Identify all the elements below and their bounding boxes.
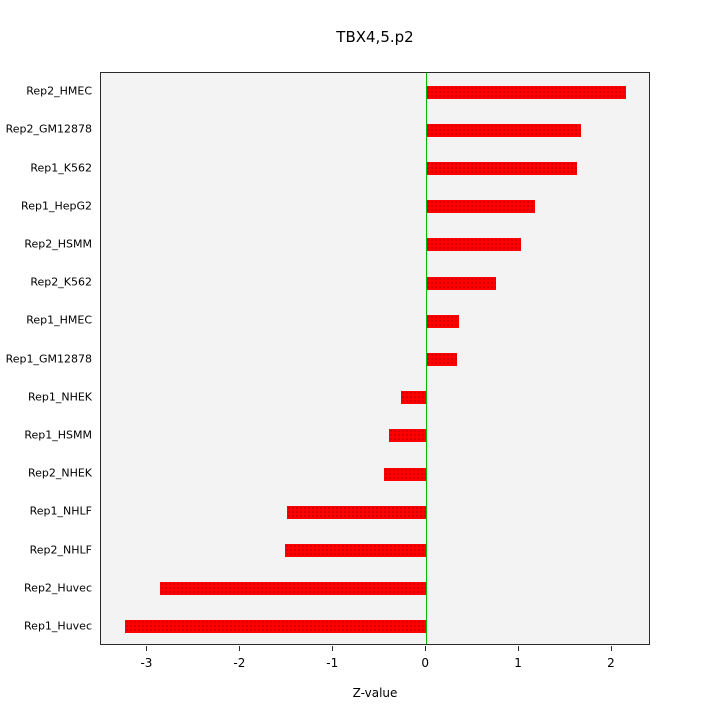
x-tick-mark [425,646,427,651]
x-tick-label: -3 [140,656,153,670]
x-tick-label: -1 [326,656,339,670]
category-label: Rep2_HSMM [24,237,92,251]
x-tick-mark [610,646,612,651]
bar [426,200,535,214]
category-label: Rep1_GM12878 [5,352,92,365]
x-tick-label: 0 [421,656,429,670]
category-label: Rep2_Huvec [24,581,92,595]
x-tick-mark [239,646,241,651]
x-tick-label: -2 [233,656,246,670]
x-axis-label: Z-value [352,686,398,700]
bar [426,314,459,328]
category-label: Rep1_K562 [30,161,92,174]
x-tick-label: 2 [607,656,615,670]
category-label: Rep1_HMEC [26,313,92,327]
x-tick-mark [146,646,148,651]
category-label: Rep1_HSMM [24,428,92,442]
chart-title: TBX4,5.p2 [336,28,414,46]
category-label: Rep2_NHEK [27,466,92,480]
plot-area [100,72,650,645]
bar [286,505,427,519]
bar [159,582,427,596]
x-tick-mark [332,646,334,651]
bar [426,123,582,137]
category-label: Rep2_NHLF [29,543,92,556]
bar [426,353,457,366]
bar [284,544,427,557]
bar [426,162,577,175]
category-label: Rep1_NHLF [29,504,92,518]
category-label: Rep2_HMEC [26,84,92,98]
bar [426,85,626,99]
category-label: Rep2_K562 [30,275,92,289]
category-label: Rep1_Huvec [24,619,92,633]
x-tick-mark [518,646,520,651]
bar [401,391,427,405]
zero-line [426,73,428,644]
bar [389,429,427,443]
category-label: Rep1_HepG2 [21,199,92,213]
bar [426,276,496,290]
bar [125,620,427,634]
category-label: Rep1_NHEK [27,390,92,404]
bar [426,238,521,252]
category-label: Rep2_GM12878 [5,122,92,136]
x-tick-label: 1 [514,656,522,670]
bar [384,467,427,481]
